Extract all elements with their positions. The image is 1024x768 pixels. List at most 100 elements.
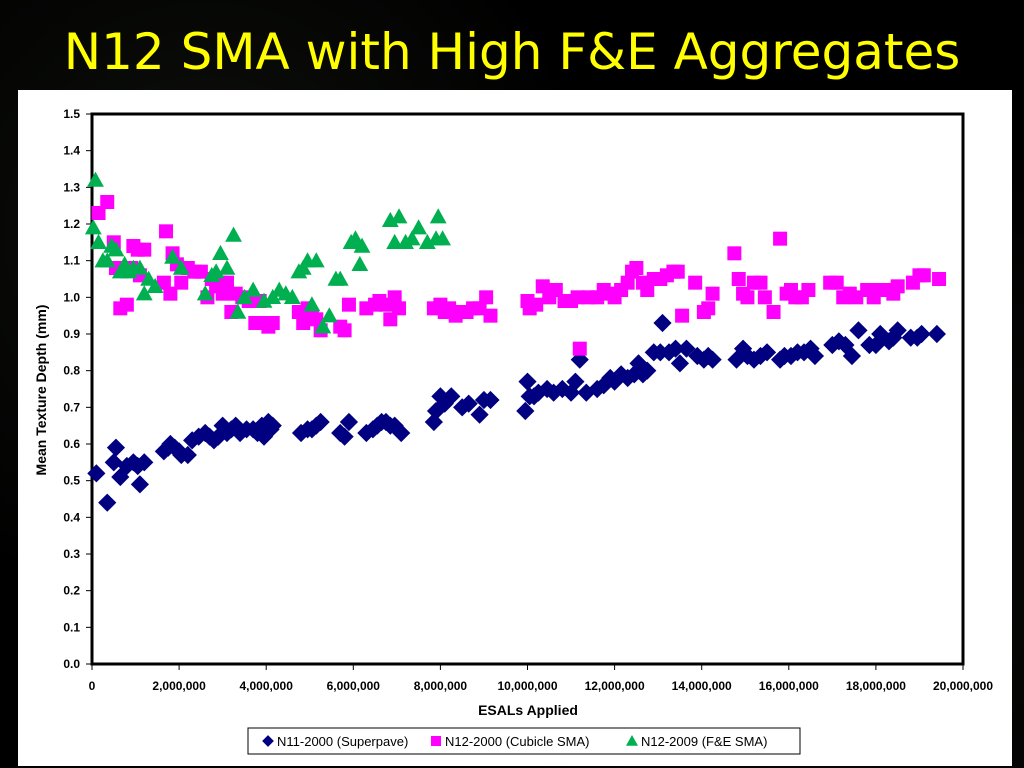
- data-point: [757, 343, 777, 362]
- legend-box: [247, 727, 801, 755]
- slide-title: N12 SMA with High F&E Aggregates: [63, 23, 961, 81]
- y-tick-label: 1.1: [63, 254, 80, 268]
- data-point: [98, 493, 117, 512]
- x-tick-label: 0: [89, 679, 96, 693]
- legend-marker: [262, 735, 274, 747]
- data-point: [392, 423, 411, 443]
- data-point: [638, 361, 657, 380]
- data-point: [703, 350, 722, 369]
- data-point: [403, 230, 421, 246]
- data-point: [640, 283, 655, 297]
- data-point: [309, 312, 324, 327]
- data-point: [429, 208, 447, 224]
- data-point: [705, 286, 720, 301]
- y-tick-label: 1.5: [63, 107, 80, 121]
- data-point: [801, 283, 816, 297]
- y-tick-label: 1.0: [63, 290, 80, 304]
- data-point: [688, 346, 707, 366]
- data-point: [135, 285, 153, 301]
- data-point: [135, 453, 154, 472]
- data-point: [740, 290, 755, 305]
- data-point: [156, 275, 171, 290]
- series-diamond: [87, 313, 946, 512]
- data-point: [535, 279, 550, 294]
- data-point: [303, 296, 321, 312]
- data-point: [386, 233, 404, 250]
- legend-marker: [431, 736, 441, 746]
- y-tick-label: 0.9: [63, 327, 80, 341]
- data-point: [172, 259, 190, 275]
- data-point: [341, 297, 356, 312]
- y-tick-label: 0.0: [63, 657, 80, 671]
- data-point: [570, 290, 585, 305]
- data-point: [347, 230, 364, 246]
- data-point: [675, 308, 690, 323]
- data-point: [629, 261, 644, 275]
- series-triangle: [84, 171, 451, 334]
- data-point: [572, 341, 587, 356]
- data-point: [577, 383, 596, 402]
- data-point: [670, 264, 685, 279]
- data-point: [442, 387, 461, 406]
- x-tick-label: 20,000,000: [933, 679, 993, 693]
- data-point: [212, 244, 229, 261]
- x-tick-label: 4,000,000: [240, 679, 294, 693]
- data-point: [849, 321, 868, 340]
- data-point: [337, 323, 352, 338]
- data-point: [829, 275, 844, 290]
- data-point: [483, 308, 498, 323]
- x-tick-label: 8,000,000: [414, 679, 468, 693]
- data-point: [479, 290, 494, 305]
- data-point: [659, 343, 679, 362]
- data-point: [84, 219, 102, 235]
- x-tick-label: 14,000,000: [672, 679, 732, 693]
- data-point: [518, 372, 537, 391]
- data-point: [890, 279, 905, 294]
- data-point: [823, 335, 842, 355]
- data-point: [481, 390, 500, 410]
- data-point: [339, 412, 359, 432]
- data-point: [410, 219, 428, 235]
- legend-label: N12-2000 (Cubicle SMA): [445, 734, 590, 749]
- data-point: [912, 324, 931, 344]
- data-point: [159, 224, 174, 239]
- data-point: [605, 372, 624, 391]
- data-point: [244, 281, 262, 297]
- data-point: [178, 445, 197, 465]
- data-point: [727, 350, 746, 369]
- data-point: [104, 453, 123, 472]
- data-point: [537, 379, 557, 399]
- y-tick-label: 0.6: [63, 437, 80, 451]
- y-tick-label: 0.1: [63, 620, 80, 634]
- data-point: [434, 230, 451, 246]
- data-point: [727, 246, 742, 261]
- data-point: [320, 307, 338, 323]
- data-point: [229, 303, 247, 319]
- data-point: [653, 313, 672, 333]
- data-point: [193, 264, 208, 279]
- data-point: [757, 290, 772, 305]
- data-point: [666, 339, 685, 358]
- y-axis-ticks: 0.0 0.1 0.2 0.3 0.4 0.5 0.6 0.7 0.8 0.9 1.0 1.1 1.2 1…: [63, 107, 92, 671]
- y-axis-title: Mean Texture Depth (mm): [33, 305, 49, 476]
- data-point: [459, 394, 478, 413]
- data-point: [688, 275, 703, 290]
- data-point: [146, 277, 164, 294]
- x-tick-label: 10,000,000: [497, 679, 557, 693]
- data-point: [137, 242, 152, 257]
- data-point: [392, 301, 407, 316]
- data-point: [618, 368, 637, 388]
- x-tick-label: 16,000,000: [759, 679, 819, 693]
- y-tick-label: 1.3: [63, 180, 80, 194]
- data-point: [119, 297, 134, 312]
- data-point: [733, 339, 753, 358]
- legend-marker: [626, 735, 638, 746]
- data-point: [849, 290, 864, 305]
- data-point: [225, 226, 242, 242]
- legend: N11-2000 (Superpave) N12-2000 (Cubicle SM…: [247, 727, 801, 755]
- y-tick-label: 0.2: [63, 584, 80, 598]
- chart-panel: 0 2,000,000 4,000,000 6,000,000 8,000,000 10,…: [18, 90, 1012, 766]
- data-point: [196, 285, 214, 301]
- y-tick-label: 0.7: [63, 400, 80, 414]
- data-point: [100, 195, 115, 209]
